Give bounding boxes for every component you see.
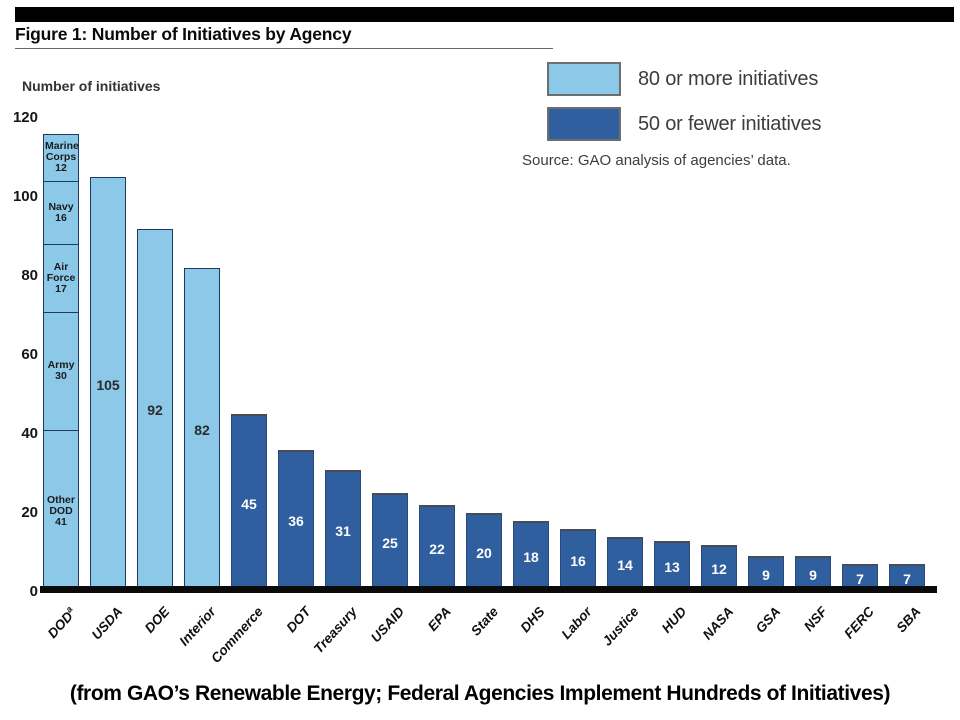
bar-segment-navy: Navy 16 (43, 181, 79, 246)
legend-item-light: 80 or more initiatives (547, 62, 821, 96)
bar-value: 9 (809, 566, 817, 583)
x-label-hud: HUD (658, 604, 690, 636)
x-label-nsf: NSF (800, 604, 831, 635)
y-tick-20: 20 (21, 504, 38, 521)
x-label-treasury: Treasury (310, 604, 361, 657)
segment-value: 30 (55, 370, 67, 383)
bar-state: 20 (466, 513, 502, 592)
source-note: Source: GAO analysis of agencies’ data. (522, 152, 791, 169)
bar-segment-air-force: Air Force 17 (43, 244, 79, 313)
segment-value: 41 (55, 516, 67, 529)
x-label-labor: Labor (558, 604, 596, 642)
bar-segment-army: Army 30 (43, 311, 79, 432)
x-label-interior: Interior (176, 604, 220, 649)
x-label-usaid: USAID (367, 604, 408, 646)
y-tick-100: 100 (12, 188, 38, 205)
x-label-dod: DODa (44, 604, 76, 642)
bar-usda: 105 (90, 177, 126, 592)
x-label-justice: Justice (599, 604, 643, 649)
y-tick-40: 40 (21, 425, 38, 442)
x-label-dhs: DHS (517, 604, 549, 636)
x-label-sba: SBA (893, 604, 925, 636)
x-label-usda: USDA (88, 604, 126, 643)
segment-name: Marine Corps (45, 140, 79, 164)
segment-name: Other DOD (46, 494, 75, 518)
segment-value: 12 (55, 162, 67, 175)
bar-nasa: 12 (701, 544, 737, 592)
y-tick-120: 120 (12, 109, 38, 126)
y-tick-0: 0 (29, 583, 38, 600)
segment-value: 16 (55, 212, 67, 225)
y-tick-60: 60 (21, 346, 38, 363)
legend: 80 or more initiatives 50 or fewer initia… (547, 62, 821, 141)
x-label-dot: DOT (282, 604, 314, 636)
bar-value: 12 (711, 560, 727, 577)
figure-title: Figure 1: Number of Initiatives by Agenc… (15, 24, 352, 44)
bar-value: 105 (96, 376, 120, 393)
bar-value: 22 (429, 541, 445, 558)
bar-interior: 82 (184, 268, 220, 592)
bar-value: 18 (523, 548, 539, 565)
bar-usaid: 25 (372, 493, 408, 592)
bar-segment-other-dod: Other DOD 41 (43, 430, 79, 593)
bar-value: 82 (194, 422, 210, 439)
x-label-epa: EPA (425, 604, 455, 634)
y-tick-80: 80 (21, 267, 38, 284)
legend-item-dark: 50 or fewer initiatives (547, 107, 821, 141)
bar-value: 7 (856, 570, 864, 587)
y-axis-label: Number of initiatives (22, 78, 161, 94)
footnote-marker: a (63, 604, 75, 615)
x-axis-baseline (40, 586, 937, 593)
legend-label: 50 or fewer initiatives (638, 112, 822, 135)
bar-doe: 92 (137, 228, 173, 592)
bar-segment-marine-corps: Marine Corps 12 (43, 133, 79, 183)
segment-name: Air Force (46, 260, 76, 284)
bar-value: 9 (762, 566, 770, 583)
bar-value: 45 (241, 495, 257, 512)
bar-dhs: 18 (513, 520, 549, 592)
segment-name: Navy (48, 201, 74, 214)
bar-commerce: 45 (231, 414, 267, 592)
bar-epa: 22 (419, 505, 455, 592)
bar-justice: 14 (607, 536, 643, 592)
x-label-gsa: GSA (752, 604, 784, 636)
bar-value: 36 (288, 513, 304, 530)
bar-value: 25 (382, 535, 398, 552)
x-label-ferc: FERC (841, 604, 878, 642)
title-underline (15, 48, 553, 49)
x-label-state: State (467, 604, 502, 639)
top-black-bar (15, 7, 954, 22)
segment-name: Army (47, 359, 75, 372)
legend-swatch-dark (547, 107, 621, 141)
x-label-doe: DOE (141, 604, 173, 636)
legend-label: 80 or more initiatives (638, 67, 819, 90)
bar-value: 16 (570, 552, 586, 569)
figure-caption: (from GAO’s Renewable Energy; Federal Ag… (69, 682, 891, 705)
bar-value: 13 (664, 558, 680, 575)
legend-swatch-light (547, 62, 621, 96)
bar-value: 92 (147, 402, 163, 419)
segment-value: 17 (55, 282, 67, 295)
bar-hud: 13 (654, 540, 690, 592)
bar-value: 14 (617, 556, 633, 573)
bar-value: 7 (903, 570, 911, 587)
bar-dot: 36 (278, 449, 314, 592)
x-label-nasa: NASA (699, 604, 737, 643)
bar-treasury: 31 (325, 469, 361, 592)
bar-value: 20 (476, 545, 492, 561)
bar-value: 31 (335, 523, 351, 540)
bar-labor: 16 (560, 528, 596, 592)
